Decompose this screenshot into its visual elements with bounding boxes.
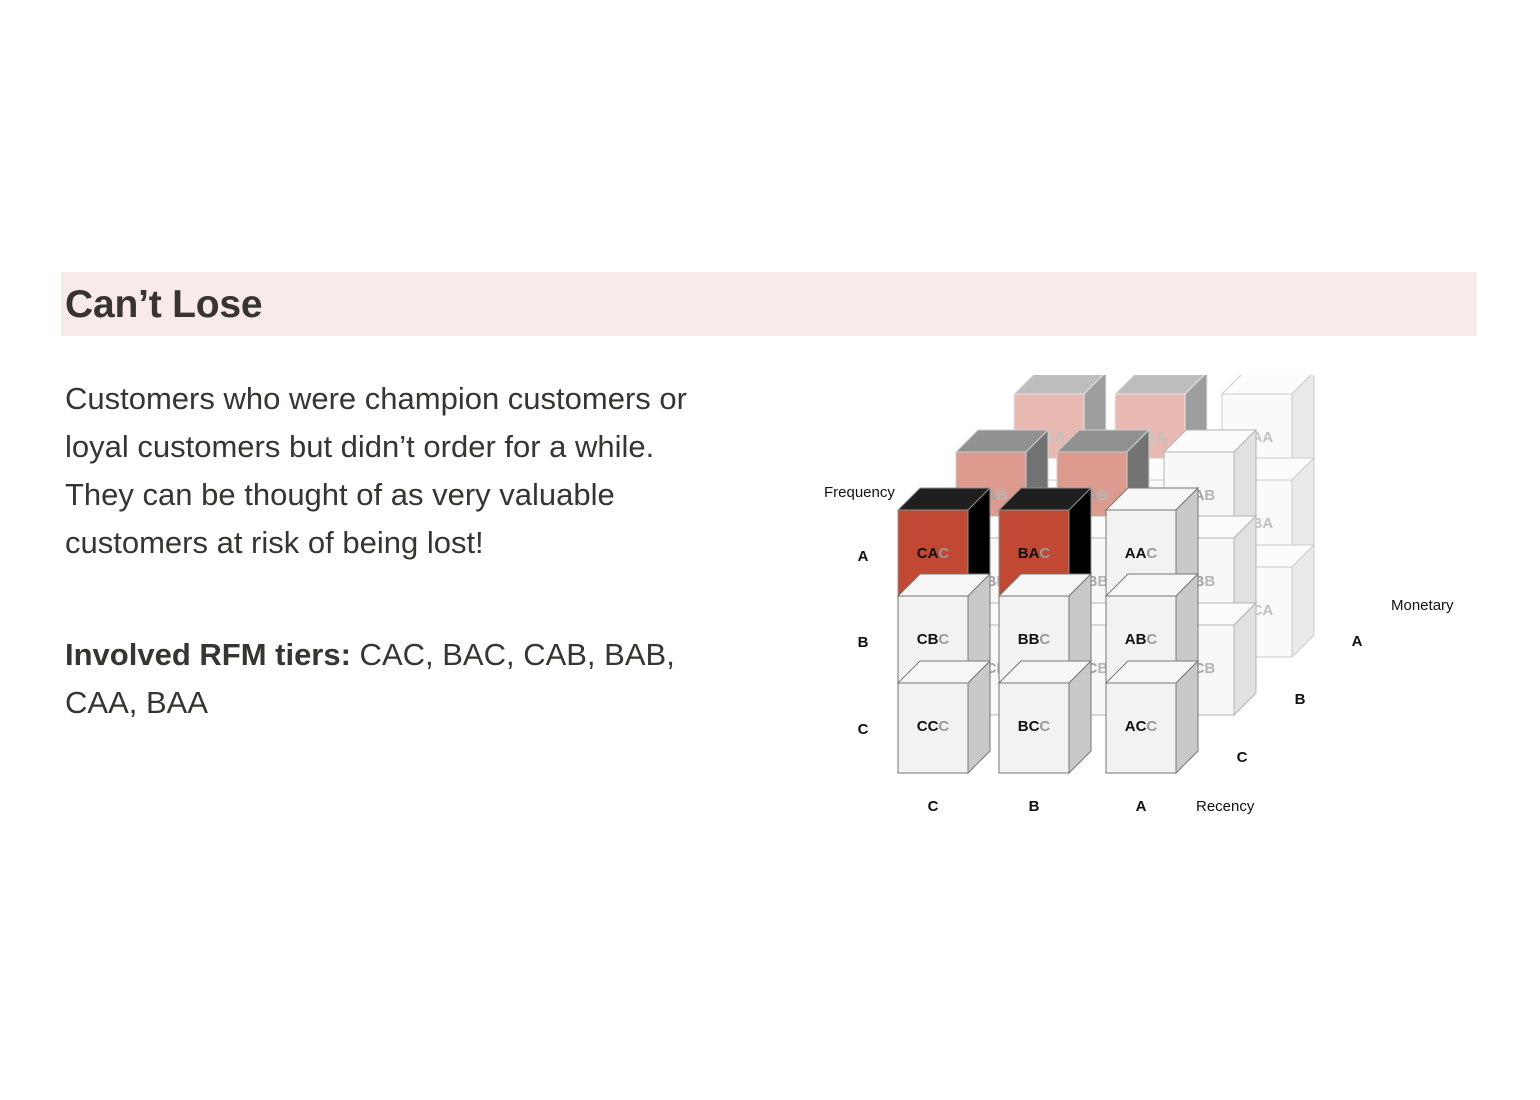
frequency-axis-label: Frequency: [824, 484, 895, 501]
recency-axis-label: Recency: [1196, 798, 1255, 815]
frequency-tick-b: B: [858, 634, 869, 651]
involved-tiers-value: CAC, BAC, CAB, BAB, CAA, BAA: [65, 637, 675, 720]
rfm-cube-diagram: CAABAAAAACBABBAABACCABCAACACABBABAABCBBB…: [824, 375, 1454, 815]
frequency-tick-c: C: [858, 721, 869, 738]
section-header-band: [61, 272, 1477, 336]
cube-label-ccc: CCC: [917, 718, 950, 735]
cube-label-aac: AAC: [1125, 545, 1158, 562]
recency-tick-c: C: [928, 798, 939, 815]
monetary-tick-c: C: [1237, 749, 1248, 766]
monetary-tick-a: A: [1352, 633, 1363, 650]
rfm-cube-bcc: BCC: [997, 659, 1093, 775]
rfm-cube-acc: ACC: [1104, 659, 1200, 775]
involved-tiers: Involved RFM tiers: CAC, BAC, CAB, BAB, …: [65, 631, 725, 727]
segment-description: Customers who were champion customers or…: [65, 381, 687, 560]
section-title: Can’t Lose: [65, 283, 263, 326]
cube-label-bcc: BCC: [1018, 718, 1051, 735]
cube-label-bbc: BBC: [1018, 631, 1051, 648]
rfm-cube-ccc: CCC: [896, 659, 992, 775]
monetary-tick-b: B: [1295, 691, 1306, 708]
cube-label-acc: ACC: [1125, 718, 1158, 735]
recency-tick-a: A: [1136, 798, 1147, 815]
cube-grid: CAABAAAAACBABBAABACCABCAACACABBABAABCBBB…: [896, 375, 1316, 775]
frequency-tick-a: A: [858, 548, 869, 565]
cube-label-bac: BAC: [1018, 545, 1051, 562]
cube-label-abc: ABC: [1125, 631, 1158, 648]
recency-tick-b: B: [1029, 798, 1040, 815]
monetary-axis-label: Monetary: [1391, 597, 1454, 614]
involved-tiers-label: Involved RFM tiers:: [65, 637, 351, 672]
cube-label-cbc: CBC: [917, 631, 950, 648]
cube-label-cac: CAC: [917, 545, 950, 562]
